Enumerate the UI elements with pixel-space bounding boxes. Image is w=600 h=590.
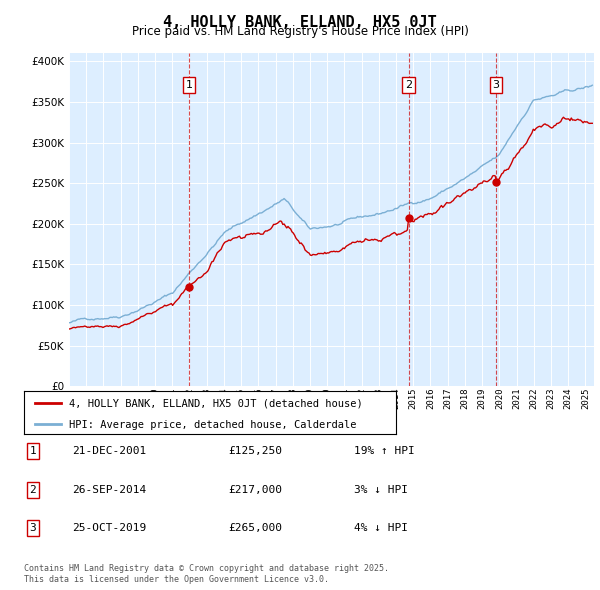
Text: 3: 3: [29, 523, 37, 533]
Text: 3% ↓ HPI: 3% ↓ HPI: [354, 485, 408, 494]
Text: 1: 1: [29, 447, 37, 456]
Text: 4% ↓ HPI: 4% ↓ HPI: [354, 523, 408, 533]
Text: 4, HOLLY BANK, ELLAND, HX5 0JT (detached house): 4, HOLLY BANK, ELLAND, HX5 0JT (detached…: [68, 399, 362, 409]
Text: HPI: Average price, detached house, Calderdale: HPI: Average price, detached house, Cald…: [68, 420, 356, 430]
Text: 3: 3: [493, 80, 500, 90]
Text: £265,000: £265,000: [228, 523, 282, 533]
Text: 2: 2: [405, 80, 412, 90]
Text: 26-SEP-2014: 26-SEP-2014: [72, 485, 146, 494]
Text: 21-DEC-2001: 21-DEC-2001: [72, 447, 146, 456]
Text: 19% ↑ HPI: 19% ↑ HPI: [354, 447, 415, 456]
Text: Contains HM Land Registry data © Crown copyright and database right 2025.: Contains HM Land Registry data © Crown c…: [24, 565, 389, 573]
Text: £125,250: £125,250: [228, 447, 282, 456]
Text: 4, HOLLY BANK, ELLAND, HX5 0JT: 4, HOLLY BANK, ELLAND, HX5 0JT: [163, 15, 437, 30]
Text: 2: 2: [29, 485, 37, 494]
Text: 1: 1: [185, 80, 193, 90]
Text: Price paid vs. HM Land Registry's House Price Index (HPI): Price paid vs. HM Land Registry's House …: [131, 25, 469, 38]
Text: £217,000: £217,000: [228, 485, 282, 494]
Text: 25-OCT-2019: 25-OCT-2019: [72, 523, 146, 533]
Text: This data is licensed under the Open Government Licence v3.0.: This data is licensed under the Open Gov…: [24, 575, 329, 584]
